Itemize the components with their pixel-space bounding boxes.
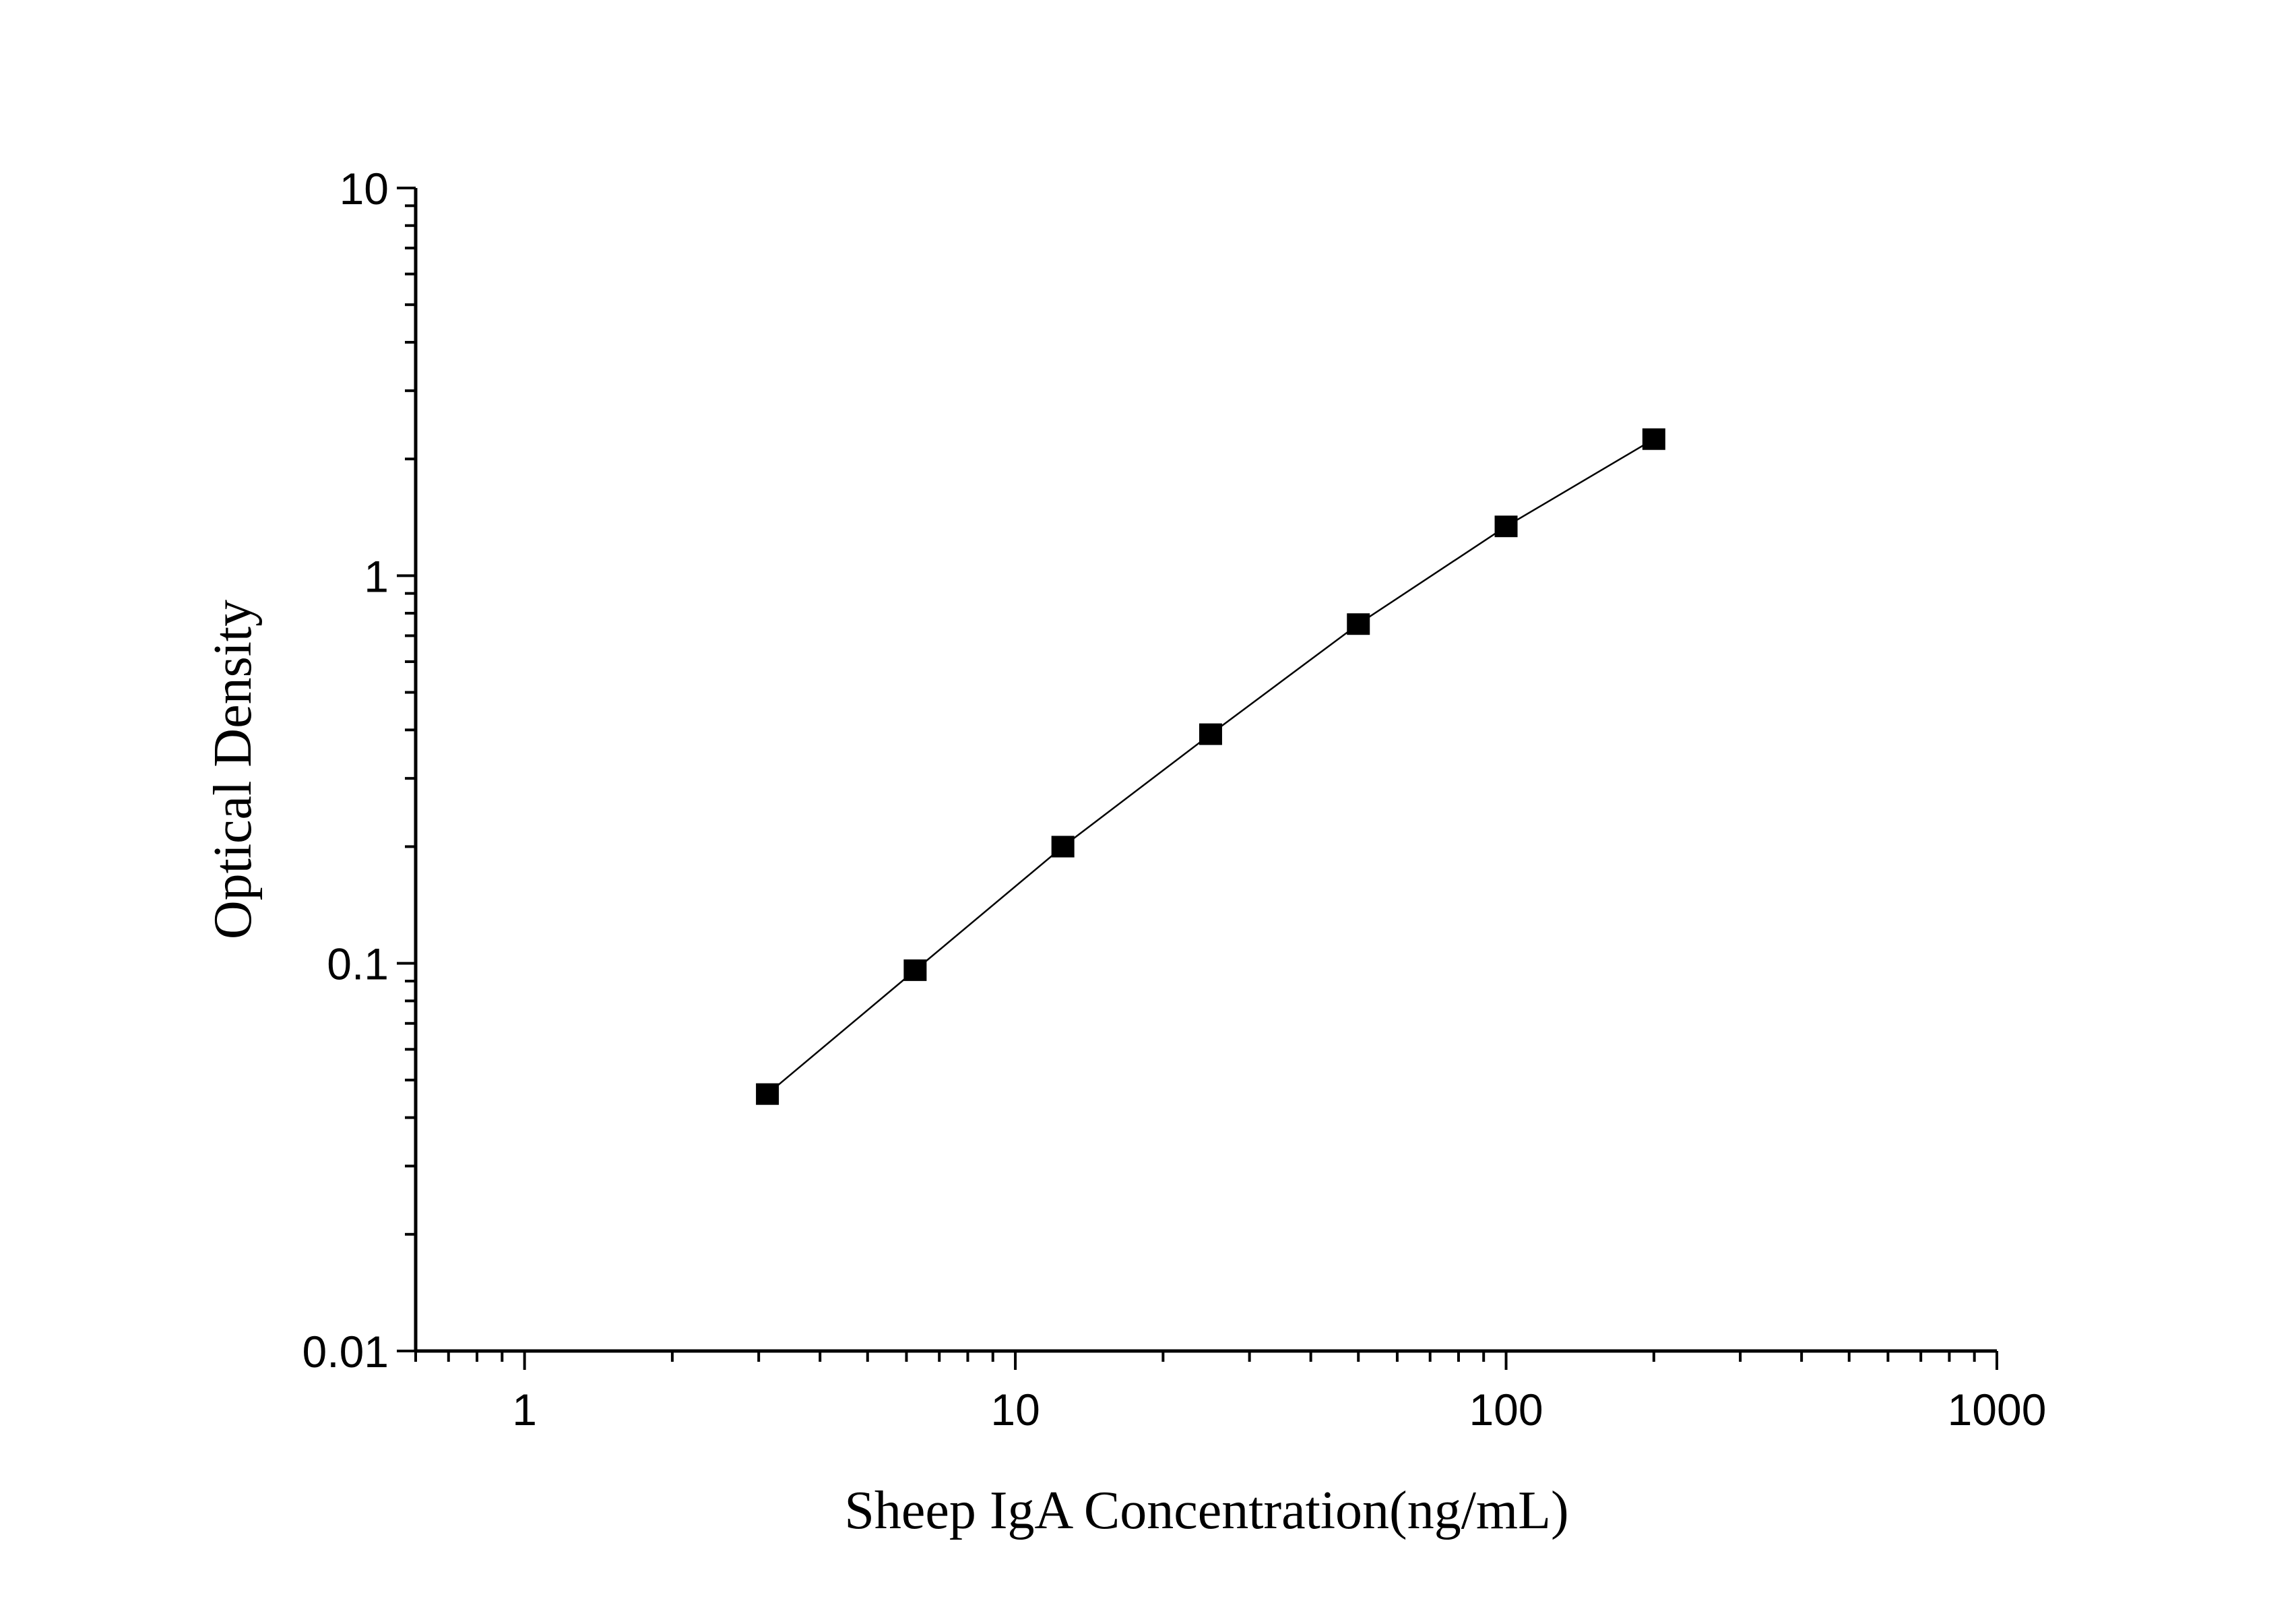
axes <box>397 187 1998 1370</box>
data-point <box>756 1083 779 1105</box>
x-tick-label: 1 <box>512 1385 537 1435</box>
data-point <box>1642 428 1665 450</box>
data-point <box>1199 723 1222 745</box>
data-point <box>1051 836 1075 858</box>
y-tick-label: 0.1 <box>327 939 389 989</box>
data-point <box>903 959 927 981</box>
data-point <box>1494 515 1518 538</box>
plot-area <box>756 428 1665 1105</box>
x-tick-label: 1000 <box>1948 1385 2047 1435</box>
data-point <box>1347 613 1370 635</box>
x-axis-title: Sheep IgA Concentration(ng/mL) <box>844 1481 1568 1540</box>
series-line <box>767 438 1655 1095</box>
x-tick-label: 10 <box>990 1385 1040 1435</box>
y-tick-label: 10 <box>340 164 389 214</box>
y-axis-title: Optical Density <box>203 600 263 939</box>
y-tick-label: 0.01 <box>302 1327 389 1377</box>
y-tick-label: 1 <box>364 551 389 601</box>
x-tick-label: 100 <box>1469 1385 1543 1435</box>
tick-labels: 1 10 100 1000 0.01 0.1 1 10 <box>302 164 2047 1435</box>
